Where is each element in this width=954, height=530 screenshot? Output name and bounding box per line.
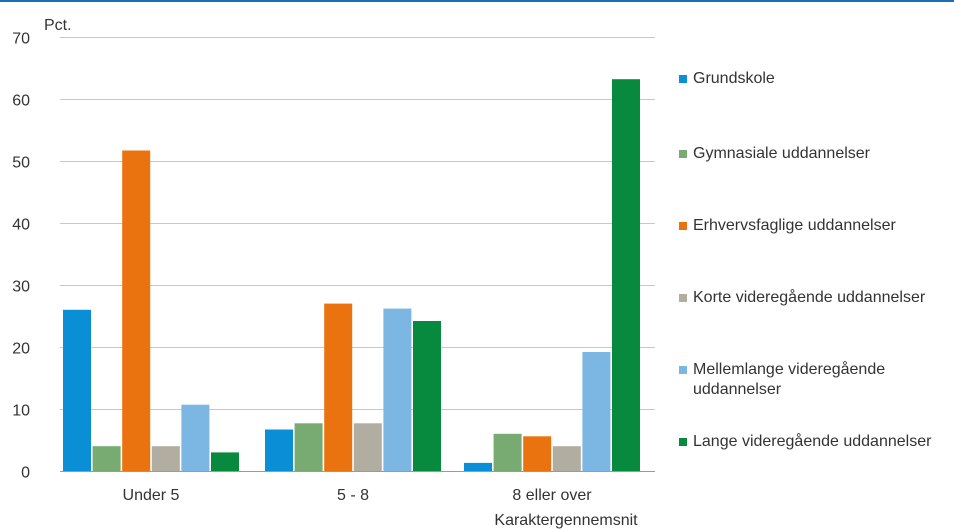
- legend-swatch: [679, 222, 687, 230]
- bar: [211, 452, 239, 471]
- bar: [122, 150, 151, 471]
- y-axis-label: Pct.: [44, 17, 72, 34]
- bar: [181, 404, 210, 471]
- y-tick-label: 0: [21, 465, 30, 482]
- y-tick-label: 30: [12, 279, 30, 296]
- legend-item: Mellemlange videregående uddannelser: [679, 360, 953, 400]
- legend-swatch: [679, 366, 687, 374]
- x-axis-label: Karaktergennemsnit: [494, 512, 638, 529]
- bar: [582, 352, 611, 471]
- y-tick-label: 60: [12, 93, 30, 110]
- y-tick-label: 20: [12, 341, 30, 358]
- gridlines: [60, 37, 655, 472]
- bar: [612, 79, 640, 471]
- bar: [63, 309, 91, 471]
- bar: [383, 308, 412, 471]
- bar: [294, 423, 323, 471]
- x-category-label: 8 eller over: [512, 487, 592, 504]
- bar: [523, 436, 552, 471]
- bar: [324, 303, 353, 471]
- legend-item: Erhvervsfaglige uddannelser: [679, 216, 953, 236]
- bar: [413, 321, 441, 471]
- y-tick-label: 70: [12, 31, 30, 48]
- bar: [353, 423, 382, 471]
- legend-label: Mellemlange videregående uddannelser: [693, 361, 886, 398]
- x-axis-categories: Under 5 5 - 8 8 eller over: [123, 487, 593, 504]
- y-axis-ticks: 0 10 20 30 40 50 60 70: [12, 31, 30, 482]
- legend-label: Gymnasiale uddannelser: [693, 145, 870, 162]
- x-category-label: Under 5: [123, 487, 180, 504]
- legend-label: Erhvervsfaglige uddannelser: [693, 217, 896, 234]
- bar: [493, 433, 522, 471]
- x-category-label: 5 - 8: [337, 487, 369, 504]
- legend-label: Lange videregående uddannelser: [693, 433, 932, 450]
- bar: [92, 446, 121, 471]
- bar: [151, 446, 180, 471]
- legend-item: Gymnasiale uddannelser: [679, 144, 953, 164]
- legend-item: Lange videregående uddannelser: [679, 432, 953, 452]
- legend-label: Grundskole: [693, 70, 775, 87]
- legend-swatch: [679, 75, 687, 83]
- top-accent-rule: [0, 0, 954, 2]
- y-tick-label: 40: [12, 217, 30, 234]
- bar: [464, 462, 492, 471]
- bar: [552, 446, 581, 471]
- legend-item: Korte videregående uddannelser: [679, 288, 953, 308]
- legend-swatch: [679, 438, 687, 446]
- bars: [63, 79, 640, 471]
- legend-item: Grundskole: [679, 69, 953, 89]
- y-tick-label: 10: [12, 403, 30, 420]
- y-tick-label: 50: [12, 155, 30, 172]
- legend-swatch: [679, 150, 687, 158]
- legend-label: Korte videregående uddannelser: [693, 289, 926, 306]
- legend-swatch: [679, 294, 687, 302]
- bar: [265, 429, 293, 471]
